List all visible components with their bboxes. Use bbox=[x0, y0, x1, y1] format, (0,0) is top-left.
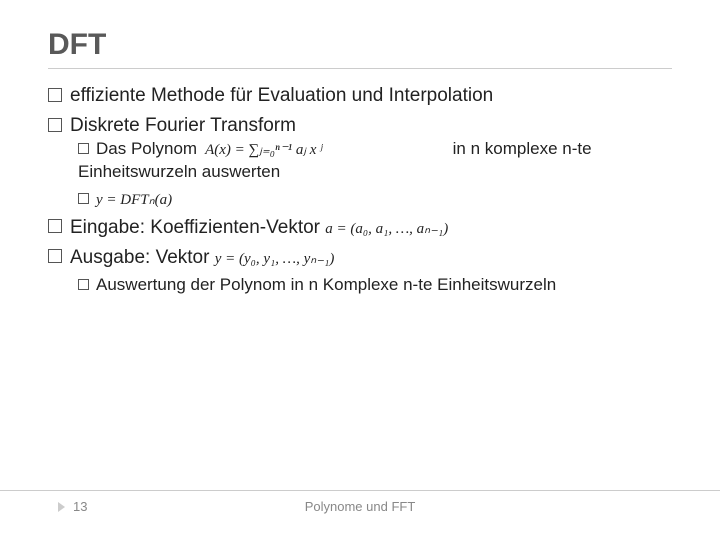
square-bullet-icon bbox=[48, 249, 62, 263]
page-number-value: 13 bbox=[73, 499, 87, 514]
bullet-sub-item: y = DFTₙ(a) bbox=[78, 188, 672, 211]
bullet-item: Eingabe: Koeffizienten-Vektor a = (a₀, a… bbox=[48, 215, 672, 241]
math-formula: A(x) = ∑ⱼ₌₀ⁿ⁻¹ aⱼ x ʲ bbox=[205, 142, 323, 158]
bullet-item: Auswertung der Polynom in n Komplexe n-t… bbox=[48, 274, 672, 297]
bullet-text: in n komplexe n-te bbox=[453, 139, 592, 158]
slide: DFT effiziente Methode für Evaluation un… bbox=[0, 0, 720, 540]
bullet-item: Ausgabe: Vektor y = (y₀, y₁, …, yₙ₋₁) bbox=[48, 245, 672, 271]
square-bullet-icon bbox=[78, 193, 89, 204]
slide-content: effiziente Methode für Evaluation und In… bbox=[48, 83, 672, 297]
bullet-text: Einheitswurzeln auswerten bbox=[78, 162, 280, 181]
bullet-text: Das Polynom bbox=[96, 139, 197, 158]
square-bullet-icon bbox=[78, 279, 89, 290]
footer-text: Polynome und FFT bbox=[0, 497, 720, 514]
bullet-text: Ausgabe: Vektor bbox=[70, 245, 209, 271]
square-bullet-icon bbox=[48, 118, 62, 132]
math-formula: y = (y₀, y₁, …, yₙ₋₁) bbox=[215, 249, 335, 269]
bullet-text: Diskrete Fourier Transform bbox=[70, 115, 296, 136]
bullet-item: Diskrete Fourier Transform Das Polynom A(… bbox=[48, 113, 672, 211]
slide-footer: 13 Polynome und FFT bbox=[0, 490, 720, 514]
square-bullet-icon bbox=[48, 219, 62, 233]
bullet-text: effiziente Methode für Evaluation und In… bbox=[70, 85, 493, 106]
math-formula: y = DFTₙ(a) bbox=[96, 192, 172, 208]
square-bullet-icon bbox=[48, 88, 62, 102]
bullet-sub-item: Auswertung der Polynom in n Komplexe n-t… bbox=[78, 274, 672, 297]
slide-title: DFT bbox=[48, 28, 672, 69]
math-formula: a = (a₀, a₁, …, aₙ₋₁) bbox=[325, 219, 448, 239]
bullet-item: effiziente Methode für Evaluation und In… bbox=[48, 83, 672, 109]
page-number: 13 bbox=[58, 499, 87, 514]
bullet-text: Auswertung der Polynom in n Komplexe n-t… bbox=[96, 275, 556, 294]
square-bullet-icon bbox=[78, 143, 89, 154]
bullet-text: Eingabe: Koeffizienten-Vektor bbox=[70, 215, 320, 241]
arrow-right-icon bbox=[58, 502, 65, 512]
bullet-sub-item: Das Polynom A(x) = ∑ⱼ₌₀ⁿ⁻¹ aⱼ x ʲ in n kom… bbox=[78, 138, 672, 184]
